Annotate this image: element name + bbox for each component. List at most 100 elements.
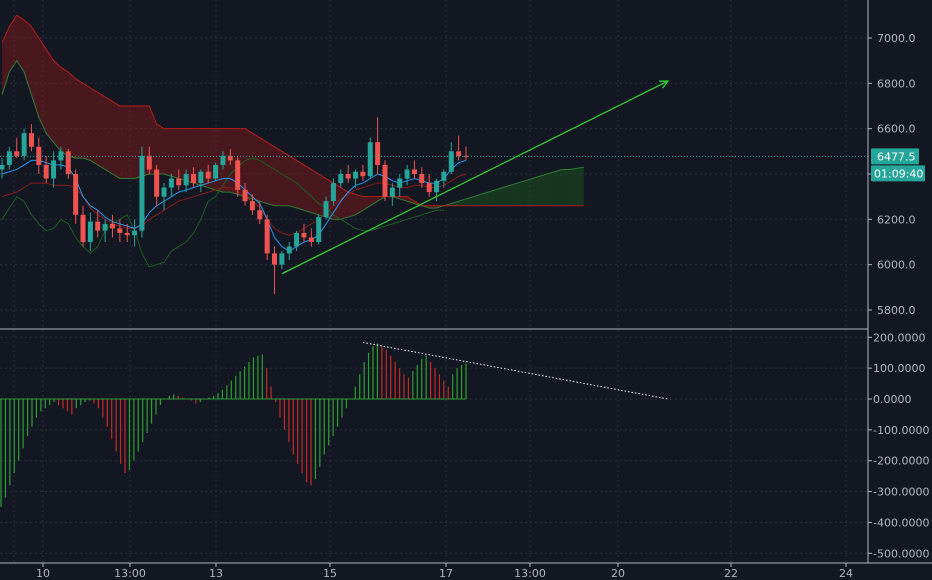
candle-body[interactable] (419, 174, 425, 184)
candle-body[interactable] (14, 151, 20, 156)
candle-body[interactable] (117, 228, 123, 233)
ichimoku-cloud-segment (355, 194, 363, 215)
candle-body[interactable] (21, 133, 27, 156)
candle-body[interactable] (441, 171, 447, 181)
last-price-badge (871, 148, 919, 165)
time-axis-label: 13:00 (514, 567, 546, 580)
candle-body[interactable] (375, 142, 381, 165)
trend-arrow-head (658, 80, 670, 89)
ichimoku-cloud-segment (105, 96, 113, 174)
oscillator-axis-label: 200.0000 (873, 331, 926, 344)
leading-span-a-line (1, 59, 584, 220)
ichimoku-cloud-segment (53, 60, 61, 152)
ichimoku-cloud-segment (38, 38, 47, 134)
ichimoku-cloud-segment (524, 178, 533, 206)
candle-body[interactable] (109, 223, 115, 229)
candle-body[interactable] (389, 187, 395, 197)
candle-body[interactable] (242, 189, 248, 202)
candle-body[interactable] (51, 160, 57, 179)
candle-body[interactable] (367, 142, 373, 177)
candle-body[interactable] (28, 133, 34, 147)
lagging-span-line (1, 157, 444, 268)
ichimoku-cloud-segment (296, 160, 304, 211)
price-axis-label: 6000.0 (877, 259, 916, 272)
candle-body[interactable] (235, 160, 241, 190)
ichimoku-cloud-segment (252, 133, 260, 202)
candle-body[interactable] (294, 232, 300, 247)
oscillator-axis-label: -400.0000 (873, 516, 929, 529)
ichimoku-cloud-segment (451, 201, 459, 206)
candle-body[interactable] (213, 164, 219, 179)
candle-body[interactable] (0, 164, 5, 170)
candle-body[interactable] (139, 155, 145, 231)
candle-body[interactable] (301, 232, 307, 238)
oscillator-trendline[interactable] (362, 341, 669, 400)
ichimoku-cloud-segment (473, 194, 481, 206)
candle-body[interactable] (146, 155, 152, 170)
candle-body[interactable] (257, 210, 263, 220)
candle-body[interactable] (124, 232, 130, 236)
candle-body[interactable] (176, 178, 182, 186)
ichimoku-cloud-segment (9, 15, 17, 73)
ichimoku-cloud-segment (281, 151, 290, 206)
conversion-line (1, 159, 467, 252)
candle-body[interactable] (102, 223, 108, 231)
ichimoku-cloud-segment (186, 128, 194, 184)
candle-body[interactable] (411, 169, 417, 174)
candle-body[interactable] (264, 219, 270, 254)
candle-body[interactable] (58, 151, 64, 161)
ichimoku-cloud-segment (68, 72, 76, 159)
candle-body[interactable] (87, 221, 93, 242)
candle-body[interactable] (397, 178, 403, 188)
candle-body[interactable] (448, 151, 454, 172)
candle-body[interactable] (338, 174, 344, 184)
candle-body[interactable] (330, 183, 336, 202)
candle-body[interactable] (456, 151, 462, 156)
candle-body[interactable] (198, 171, 204, 184)
candle-body[interactable] (404, 169, 410, 179)
candle-body[interactable] (95, 221, 101, 231)
candle-body[interactable] (345, 174, 351, 179)
ichimoku-cloud-segment (488, 189, 496, 206)
candle-body[interactable] (168, 178, 174, 188)
ichimoku-cloud-segment (561, 169, 570, 206)
candle-body[interactable] (205, 171, 211, 179)
candle-body[interactable] (36, 146, 42, 165)
candle-body[interactable] (382, 164, 388, 197)
candle-body[interactable] (353, 171, 359, 179)
candle-body[interactable] (272, 253, 278, 265)
candle-body[interactable] (249, 201, 255, 211)
candle-body[interactable] (434, 180, 440, 193)
time-axis-label: 24 (839, 567, 853, 580)
candle-body[interactable] (227, 155, 233, 161)
candle-body[interactable] (286, 246, 292, 254)
candle-body[interactable] (43, 164, 49, 179)
candle-body[interactable] (183, 174, 189, 186)
candle-body[interactable] (360, 171, 366, 177)
ichimoku-cloud-segment (502, 185, 511, 206)
candle-body[interactable] (220, 155, 226, 165)
ichimoku-cloud-segment (495, 187, 503, 206)
candle-body[interactable] (132, 230, 138, 236)
trend-arrow-line[interactable] (281, 80, 669, 275)
ichimoku-cloud-segment (46, 49, 54, 143)
candle-body[interactable] (426, 183, 432, 193)
ichimoku-cloud-segment (569, 168, 577, 206)
candle-body[interactable] (6, 151, 12, 165)
time-axis-label: 22 (724, 567, 738, 580)
candle-body[interactable] (323, 201, 329, 218)
candle-body[interactable] (80, 214, 86, 242)
candle-body[interactable] (316, 217, 322, 242)
candle-body[interactable] (65, 151, 71, 174)
ichimoku-cloud-segment (119, 106, 128, 179)
ichimoku-cloud-segment (24, 19, 32, 95)
candle-body[interactable] (73, 174, 79, 215)
candle-body[interactable] (308, 237, 314, 242)
candle-body[interactable] (190, 174, 196, 184)
candle-body[interactable] (161, 187, 167, 197)
candle-body[interactable] (154, 169, 160, 197)
candle-body[interactable] (279, 253, 285, 265)
time-axis-label: 15 (323, 567, 337, 580)
